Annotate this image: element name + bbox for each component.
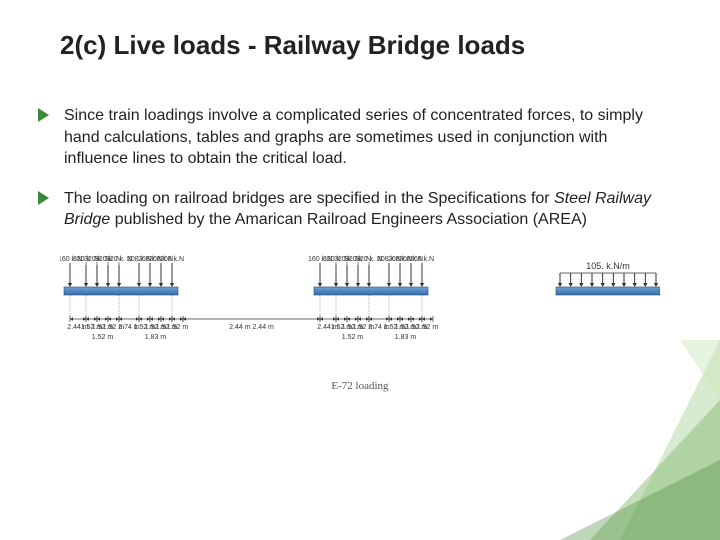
- svg-text:2.44 m 2.44 m: 2.44 m 2.44 m: [229, 324, 274, 331]
- svg-text:105. k.N/m: 105. k.N/m: [586, 261, 630, 271]
- svg-text:1.83 m: 1.83 m: [145, 334, 167, 341]
- bullet-list: Since train loadings involve a complicat…: [60, 105, 660, 231]
- svg-text:1.52 m: 1.52 m: [342, 334, 364, 341]
- load-diagram: 160 k.N320 k. N320 k. N320 k. N320 k. N2…: [60, 249, 660, 392]
- bullet-arrow-icon: [38, 108, 49, 122]
- svg-text:1.52 m: 1.52 m: [167, 324, 189, 331]
- svg-text:208 k.N: 208 k.N: [160, 256, 184, 263]
- svg-text:1.83 m: 1.83 m: [395, 334, 417, 341]
- slide-title: 2(c) Live loads - Railway Bridge loads: [60, 30, 660, 61]
- bullet-text: Since train loadings involve a complicat…: [64, 107, 643, 167]
- diagram-caption: E-72 loading: [60, 380, 660, 392]
- bullet-text: The loading on railroad bridges are spec…: [64, 190, 651, 229]
- e72-loading-svg: 160 k.N320 k. N320 k. N320 k. N320 k. N2…: [60, 249, 660, 374]
- svg-text:1.52 m: 1.52 m: [417, 324, 439, 331]
- svg-text:208 k.N: 208 k.N: [410, 256, 434, 263]
- bullet-item: Since train loadings involve a complicat…: [60, 105, 660, 170]
- slide: 2(c) Live loads - Railway Bridge loads S…: [0, 0, 720, 540]
- bullet-item: The loading on railroad bridges are spec…: [60, 188, 660, 231]
- bullet-arrow-icon: [38, 191, 49, 205]
- svg-text:1.52 m: 1.52 m: [92, 334, 114, 341]
